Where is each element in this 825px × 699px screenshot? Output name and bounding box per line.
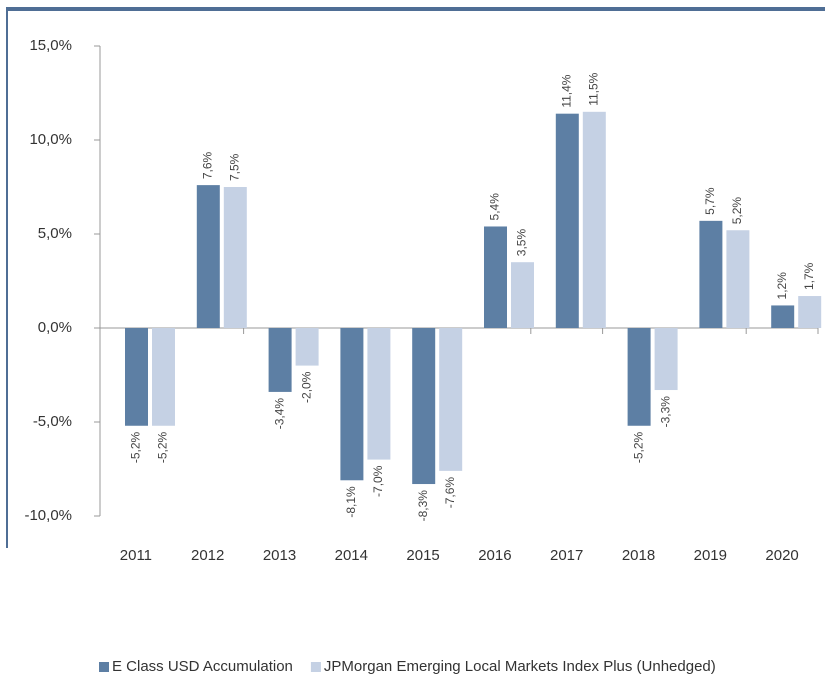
bar	[412, 328, 436, 485]
value-label: -3,3%	[658, 396, 672, 428]
bar	[555, 113, 579, 329]
legend-swatch	[310, 662, 321, 672]
bar	[654, 328, 678, 391]
value-label: 7,6%	[200, 151, 214, 179]
value-label: 1,7%	[802, 262, 816, 290]
bar	[699, 220, 723, 328]
bar	[196, 185, 220, 328]
legend-label: E Class USD Accumulation	[112, 658, 293, 675]
value-label: 5,2%	[730, 197, 744, 225]
x-tick-label: 2012	[191, 547, 224, 564]
legend-label: JPMorgan Emerging Local Markets Index Pl…	[324, 658, 716, 675]
value-label: -7,6%	[443, 477, 457, 509]
x-tick-label: 2015	[406, 547, 439, 564]
bar	[798, 296, 822, 328]
value-label: 1,2%	[775, 272, 789, 300]
bar	[152, 328, 175, 426]
bar	[223, 187, 247, 328]
value-label: 11,5%	[586, 72, 600, 105]
bar	[771, 305, 795, 328]
y-tick-label: -10,0%	[24, 507, 72, 524]
y-tick-label: 5,0%	[38, 225, 72, 242]
bar	[340, 328, 364, 481]
value-label: -8,1%	[344, 486, 358, 518]
x-tick-label: 2014	[335, 547, 368, 564]
value-label: 3,5%	[515, 229, 529, 257]
value-label: 5,7%	[703, 187, 717, 215]
value-label: -5,2%	[129, 431, 143, 463]
x-tick-label: 2017	[550, 547, 583, 564]
y-tick-label: 10,0%	[29, 131, 72, 148]
value-label: -3,4%	[272, 398, 286, 430]
value-label: -5,2%	[156, 431, 170, 463]
x-tick-label: 2019	[694, 547, 727, 564]
value-label: 5,4%	[488, 193, 502, 221]
value-label: 7,5%	[227, 153, 241, 181]
bar	[295, 328, 319, 366]
value-label: -7,0%	[371, 465, 385, 497]
value-label: -2,0%	[299, 371, 313, 403]
legend-swatch	[99, 662, 109, 672]
x-tick-label: 2011	[120, 547, 152, 564]
y-tick-label: 15,0%	[29, 37, 72, 54]
bar	[268, 328, 292, 392]
bar	[125, 328, 148, 426]
value-label: -8,3%	[416, 490, 430, 522]
bar	[484, 226, 507, 328]
x-tick-label: 2020	[765, 547, 798, 564]
bar	[439, 328, 463, 471]
bar	[511, 262, 534, 328]
bar	[627, 328, 651, 426]
x-tick-label: 2016	[478, 547, 511, 564]
y-tick-label: 0,0%	[38, 319, 72, 336]
bar	[726, 230, 750, 328]
x-tick-label: 2018	[622, 547, 655, 564]
value-label: -5,2%	[631, 431, 645, 463]
value-label: 11,4%	[559, 74, 573, 107]
bar	[367, 328, 391, 460]
x-tick-label: 2013	[263, 547, 296, 564]
y-tick-label: -5,0%	[33, 413, 72, 430]
bar	[582, 111, 606, 328]
